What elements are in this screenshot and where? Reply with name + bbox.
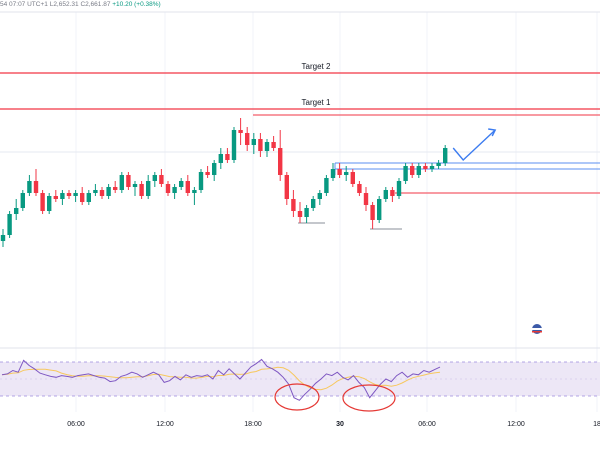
candle-body [132,184,138,187]
candle-body [324,178,329,193]
candle-body [291,199,296,211]
candle-body [165,184,171,193]
candle-body [126,175,131,187]
header-time: 54 07:07 UTC+1 [0,1,48,8]
divergence-circle-1 [274,383,320,411]
candle-body [278,148,283,175]
candle-body [383,190,388,199]
candle-body [251,139,256,145]
candle-body [152,175,157,181]
x-tick-label: 12:00 [507,421,525,428]
candle-body [337,169,342,175]
candle-body [106,187,111,196]
candle-body [99,190,105,196]
x-tick-label: 30 [336,421,344,428]
projection-arrow [452,129,496,162]
candle-body [119,175,124,190]
candle-body [20,193,25,208]
divergence-circle-2 [342,384,396,412]
candle-body [7,214,12,235]
rsi-line [1,358,441,401]
candle-body [185,181,190,193]
candle-body [350,172,355,184]
candle-body [304,208,309,217]
candle-body [93,190,98,193]
candle-body [40,193,45,211]
candle-body [218,154,223,163]
candle-body [410,166,415,175]
candle-body [179,181,184,187]
candle-body [416,166,421,175]
candle-body [317,193,322,199]
candle-body [73,193,78,196]
candle-body [86,193,91,202]
x-tick-label: 12:00 [156,421,174,428]
x-tick-label: 18:00 [244,421,262,428]
candle-body [258,139,263,151]
candle-body [357,184,362,193]
candle-body [139,184,144,196]
candle-body [159,175,164,184]
x-tick-label: 06:00 [67,421,85,428]
candle-body [198,172,204,190]
candle-body [436,163,441,166]
candle-body [403,166,408,181]
candle-body [113,187,118,190]
candle-body [231,130,237,160]
candle-body [284,175,289,199]
candle-body [192,190,197,193]
candle-body [60,193,65,199]
candle-body [370,205,375,220]
target-1-label: Target 1 [302,98,331,107]
candle-body [390,190,395,196]
candle-body [330,169,336,178]
x-tick-label: 18 [593,421,600,428]
candle-body [212,163,217,175]
candle-body [423,166,428,169]
candle-body [172,187,177,193]
candle-body [377,199,382,220]
candle-body [205,172,210,175]
candle-body [225,154,230,160]
candle-body [344,172,349,175]
header-change: +10.20 (+0.38%) [112,1,161,8]
us-flag-stripe [532,331,542,333]
candle-body [33,181,39,193]
candle-body [297,211,303,217]
header-low: L2,652.31 [49,1,79,8]
candle-body [27,181,32,193]
candle-body [0,235,6,241]
target-2-label: Target 2 [302,62,331,71]
candle-body [47,196,52,211]
candle-body [311,199,316,208]
projection-arrowhead [488,128,497,137]
candle-body [443,148,448,163]
header-close: C2,661.87 [80,1,111,8]
candle-body [245,133,250,145]
candle-body [66,193,72,196]
candle-body [53,196,58,199]
candle-body [80,193,85,202]
candle-body [264,142,270,151]
candle-body [396,181,402,196]
us-flag-stripe [532,328,542,330]
x-tick-label: 06:00 [418,421,436,428]
candle-body [146,181,151,196]
candle-body [429,166,435,169]
candle-body [14,208,19,214]
candle-body [238,130,243,133]
candle-body [363,193,369,205]
candle-body [271,142,276,148]
ohlc-header: 54 07:07 UTC+1 L2,652.31 C2,661.87 +10.2… [0,1,161,8]
